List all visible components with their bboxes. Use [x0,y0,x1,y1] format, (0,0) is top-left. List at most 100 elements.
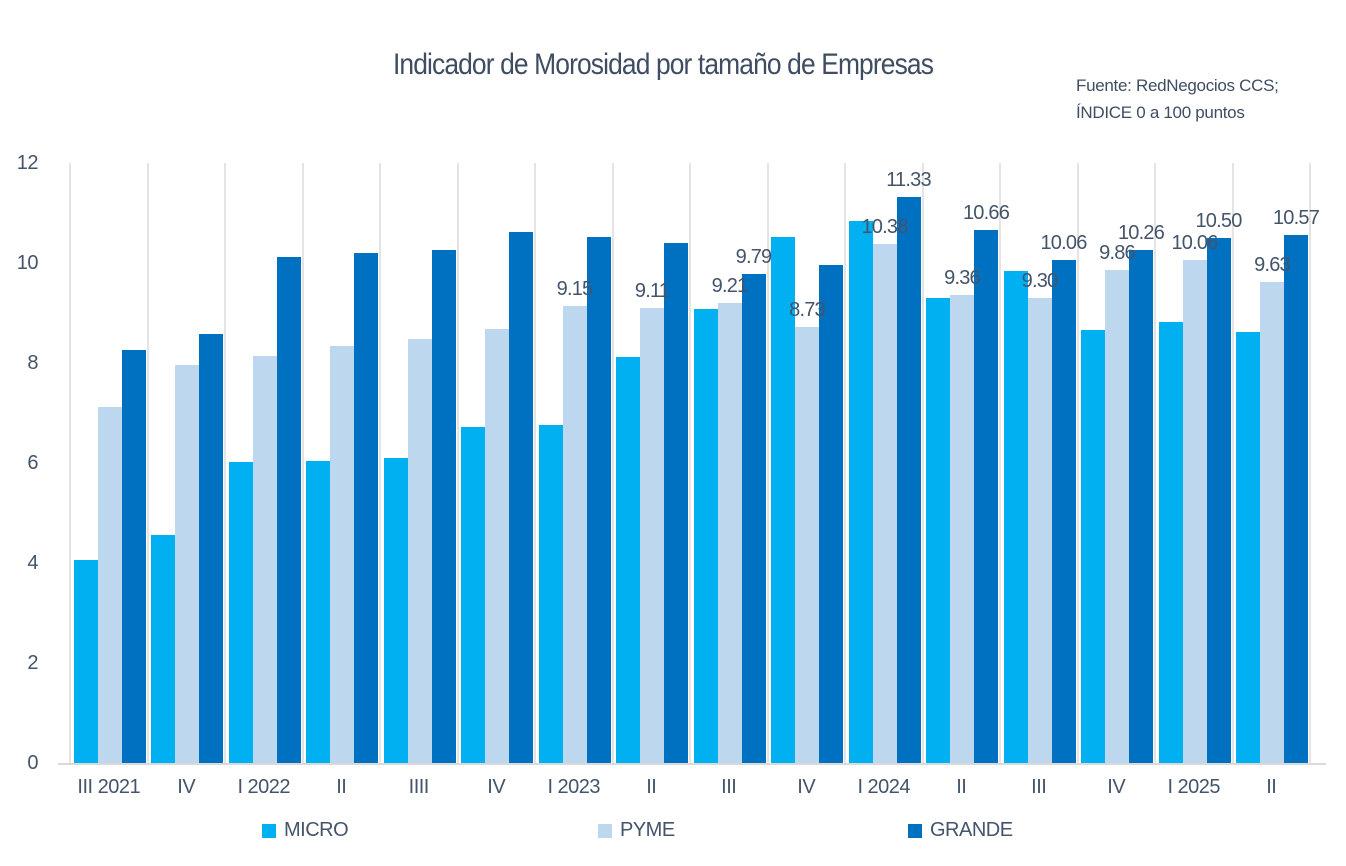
plot-area: 9.15 9.11 9.21 8.73 10.38 9.36 9.30 9.86 10.06 9.… [58,163,1326,765]
bar-pyme [1182,260,1207,763]
bar-pyme [562,305,587,763]
gridline [999,163,1001,763]
legend-label-grande: GRANDE [930,819,1013,841]
value-label-pyme: 9.36 [944,267,981,289]
chart-title: Indicador de Morosidad por tamaño de Emp… [392,48,934,81]
legend-swatch-pyme [598,823,612,838]
bar-micro [926,297,950,763]
value-label-grande: 10.57 [1272,206,1320,229]
x-tick-label: II [646,776,657,798]
gridline [1154,163,1156,763]
bar-micro [848,220,873,763]
x-tick-label: II [336,776,347,798]
bar-pyme [97,407,122,763]
x-tick-label: I 2022 [237,776,291,798]
x-tick-label: IV [177,776,196,798]
value-label-pyme: 9.11 [634,279,670,302]
value-label-pyme: 9.15 [556,277,594,300]
bar-micro [228,462,253,763]
bar-grande [741,273,766,763]
x-tick-label: I 2025 [1167,776,1221,798]
bar-pyme [1260,281,1284,763]
source-note: Fuente: RedNegocios CCS; ÍNDICE 0 a 100 … [1076,72,1279,126]
x-tick-label: IV [1107,776,1126,798]
bar-grande [1284,234,1308,763]
value-label-pyme: 9.63 [1254,253,1291,276]
legend-label-micro: MICRO [284,819,349,841]
y-tick-label: 4 [27,552,38,574]
y-tick-label: 6 [27,452,38,474]
gridline [921,163,924,763]
gridline [456,163,459,763]
gridline [534,163,536,763]
bar-micro [73,559,98,763]
gridline [224,163,226,763]
gridline [1309,163,1311,763]
bar-grande [1129,250,1153,763]
bar-grande [199,333,223,763]
gridline [611,163,614,763]
legend-swatch-grande [908,823,922,838]
value-label-pyme: 10.06 [1171,232,1218,254]
x-tick-label: I 2023 [547,776,601,798]
value-label-grande: 9.79 [735,245,773,268]
x-axis: III 2021 IV I 2022 II IIII IV I 2023 II III IV I 2… [70,776,1310,802]
legend-item-pyme: PYME [598,819,675,842]
value-label-grande: 10.06 [1040,232,1087,254]
bar-pyme [485,328,509,763]
bar-grande [354,252,378,763]
bar-micro [538,425,563,763]
x-tick-label: IV [487,776,506,798]
source-note-line1: Fuente: RedNegocios CCS; [1076,76,1279,95]
bar-micro [383,458,408,763]
legend-label-pyme: PYME [620,819,675,841]
y-tick-label: 2 [27,652,38,674]
legend-item-grande: GRANDE [908,819,1013,842]
bar-grande [664,242,688,763]
bar-grande [121,349,146,763]
x-tick-label: II [956,776,967,798]
bar-micro [1158,321,1183,763]
value-label-pyme: 9.30 [1021,270,1059,292]
bar-pyme [1027,298,1052,763]
bar-micro [1003,271,1028,763]
bar-grande [431,250,456,763]
legend-item-micro: MICRO [262,819,349,842]
bar-micro [1236,331,1260,763]
x-tick-label: I 2024 [857,776,911,798]
y-axis: 0 2 4 6 8 10 12 [0,0,39,800]
y-tick-label: 0 [27,752,38,774]
gridline [69,163,71,763]
bar-grande [509,232,533,763]
bar-grande [276,256,301,763]
bar-pyme [872,244,897,763]
y-tick-label: 12 [16,152,39,174]
bar-pyme [330,345,354,763]
gridline [766,163,769,763]
bar-micro [306,461,330,763]
legend-swatch-micro [262,823,276,838]
bar-grande [586,236,611,763]
gridline [146,163,149,763]
gridline [844,163,846,763]
gridline [301,163,304,763]
bar-pyme [717,302,742,763]
value-label-pyme: 9.86 [1099,242,1136,264]
value-label-pyme: 9.21 [711,274,749,297]
bar-pyme [175,364,199,763]
value-label-pyme: 8.73 [789,298,826,321]
bar-pyme [407,338,432,763]
gridline [689,163,691,763]
x-tick-label: IIII [408,776,430,798]
bar-pyme [795,326,819,763]
bar-grande [896,196,921,763]
value-label-grande: 10.26 [1117,222,1165,244]
value-label-grande: 10.66 [962,202,1010,224]
bar-grande [1051,260,1076,763]
bar-pyme [640,307,664,763]
bar-grande [1206,238,1231,763]
y-tick-label: 10 [16,252,39,274]
gridline [379,163,381,763]
x-axis-baseline [58,763,1326,765]
